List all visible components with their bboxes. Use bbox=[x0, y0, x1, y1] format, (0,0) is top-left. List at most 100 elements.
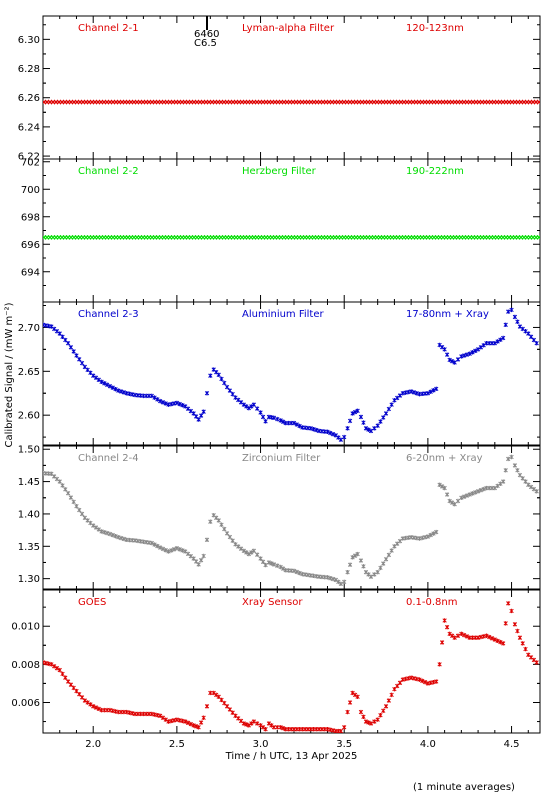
data-point bbox=[280, 419, 286, 424]
data-point bbox=[368, 574, 374, 579]
data-point bbox=[355, 408, 360, 413]
data-point bbox=[509, 608, 514, 614]
channel-label: Channel 2-4 bbox=[78, 453, 139, 464]
data-point bbox=[506, 456, 511, 462]
data-point bbox=[375, 569, 380, 575]
data-point bbox=[498, 337, 503, 342]
data-point bbox=[512, 463, 518, 468]
data-point bbox=[492, 485, 497, 491]
data-point bbox=[93, 375, 99, 380]
data-point bbox=[251, 548, 257, 554]
data-point bbox=[118, 535, 124, 541]
data-point bbox=[79, 511, 85, 517]
data-point bbox=[68, 345, 74, 350]
data-point bbox=[185, 406, 191, 411]
data-point bbox=[249, 404, 254, 409]
data-point bbox=[224, 384, 230, 390]
data-point bbox=[498, 481, 503, 486]
data-point bbox=[345, 569, 350, 575]
y-tick-label: 6.28 bbox=[18, 64, 40, 75]
data-point bbox=[174, 400, 180, 406]
data-point bbox=[484, 633, 489, 638]
data-point bbox=[246, 551, 251, 557]
data-point bbox=[455, 633, 461, 638]
data-point bbox=[255, 406, 260, 411]
data-point bbox=[204, 537, 210, 543]
data-point bbox=[437, 662, 442, 667]
data-point bbox=[91, 523, 96, 528]
data-point bbox=[455, 498, 461, 504]
data-point bbox=[152, 542, 157, 547]
data-point bbox=[63, 675, 68, 680]
data-point bbox=[180, 548, 185, 553]
data-point bbox=[169, 548, 174, 553]
y-tick-label: 1.50 bbox=[18, 445, 40, 456]
data-point bbox=[338, 728, 344, 733]
y-tick-label: 6.30 bbox=[18, 35, 40, 46]
series-1 bbox=[43, 99, 540, 105]
data-point bbox=[208, 690, 213, 696]
data-point bbox=[241, 548, 246, 554]
data-point bbox=[342, 434, 347, 440]
data-point bbox=[263, 562, 268, 568]
data-point bbox=[91, 373, 96, 378]
data-point bbox=[523, 646, 528, 652]
panel-frame bbox=[42, 158, 541, 303]
data-point bbox=[452, 502, 457, 507]
data-point bbox=[196, 562, 201, 567]
data-point bbox=[91, 704, 96, 709]
data-point bbox=[459, 631, 464, 637]
data-point bbox=[368, 721, 374, 726]
data-point bbox=[442, 485, 447, 491]
data-point bbox=[437, 482, 442, 488]
data-point bbox=[444, 492, 450, 497]
y-tick-label: 6.24 bbox=[18, 122, 40, 133]
data-point bbox=[49, 662, 54, 667]
data-point bbox=[492, 637, 497, 642]
data-point bbox=[473, 348, 478, 354]
data-point bbox=[294, 422, 299, 427]
data-point bbox=[196, 417, 201, 422]
band-label: 6-20nm + Xray bbox=[406, 453, 483, 464]
data-point bbox=[163, 717, 168, 722]
data-point bbox=[291, 568, 297, 574]
series-4 bbox=[43, 454, 539, 587]
data-point bbox=[230, 391, 235, 397]
data-point bbox=[110, 532, 115, 538]
series-2 bbox=[43, 234, 540, 240]
data-point bbox=[278, 564, 283, 570]
data-point bbox=[160, 715, 166, 720]
data-point bbox=[311, 427, 316, 432]
data-point bbox=[227, 388, 233, 393]
data-point bbox=[481, 486, 486, 492]
data-point bbox=[49, 324, 54, 329]
data-point bbox=[188, 408, 193, 414]
data-point bbox=[355, 694, 360, 699]
data-point bbox=[372, 426, 377, 431]
data-point bbox=[475, 347, 481, 352]
y-tick-label: 1.40 bbox=[18, 509, 40, 520]
data-point bbox=[366, 720, 371, 725]
filter-label: Aluminium Filter bbox=[242, 309, 325, 320]
data-point bbox=[63, 337, 68, 343]
data-point bbox=[501, 641, 506, 646]
data-point bbox=[517, 324, 523, 329]
data-point bbox=[411, 390, 417, 395]
data-point bbox=[201, 715, 206, 720]
data-point bbox=[386, 698, 391, 703]
data-point bbox=[342, 725, 347, 730]
data-point bbox=[325, 429, 330, 435]
data-point bbox=[520, 641, 525, 646]
data-point bbox=[110, 385, 115, 390]
data-point bbox=[386, 406, 391, 412]
data-point bbox=[104, 382, 110, 387]
data-point bbox=[509, 454, 514, 460]
data-point bbox=[57, 331, 62, 336]
data-point bbox=[352, 553, 358, 558]
data-point bbox=[198, 720, 204, 725]
data-point bbox=[280, 566, 286, 571]
data-point bbox=[431, 531, 436, 536]
data-point bbox=[246, 405, 251, 411]
data-point bbox=[389, 548, 394, 553]
data-point bbox=[121, 536, 127, 542]
